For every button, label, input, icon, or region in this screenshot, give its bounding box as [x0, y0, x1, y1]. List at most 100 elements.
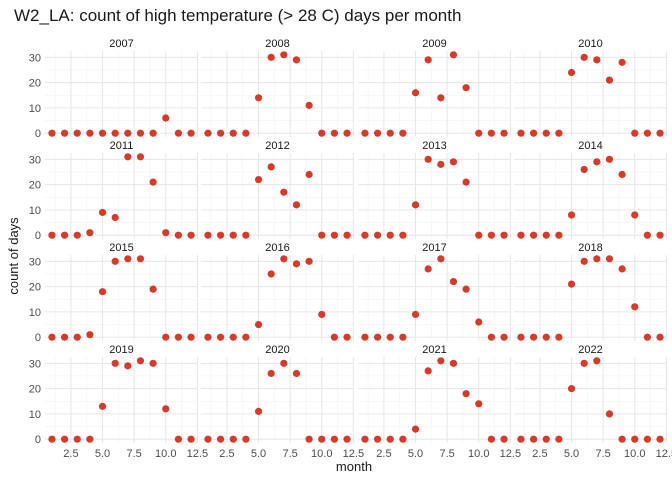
facet-strip-label: 2009 — [422, 38, 446, 50]
data-point — [343, 333, 351, 341]
facet-strip-label: 2020 — [265, 344, 289, 356]
data-point — [656, 333, 664, 341]
data-point — [229, 435, 237, 443]
data-point — [631, 303, 639, 311]
data-point — [500, 129, 508, 137]
facet-panel-2016: 2016 — [201, 242, 354, 341]
facet-strip-label: 2008 — [265, 38, 289, 50]
data-point — [618, 58, 626, 66]
data-point — [149, 359, 157, 367]
data-point — [229, 231, 237, 239]
data-point — [111, 257, 119, 265]
data-point — [124, 153, 132, 161]
facet-panel-2008: 2008 — [201, 38, 354, 137]
facet-strip-label: 2021 — [422, 344, 446, 356]
data-point — [242, 231, 250, 239]
data-point — [174, 129, 183, 137]
data-point — [361, 129, 369, 137]
data-point — [643, 129, 652, 137]
data-point — [149, 129, 157, 137]
y-tick-label: 0 — [35, 332, 41, 344]
x-tick-label: 10.0 — [468, 448, 489, 460]
data-point — [305, 257, 313, 265]
data-point — [330, 435, 339, 443]
data-point — [529, 435, 538, 443]
facet-panel-2019: 2019 0 10 20 30 — [29, 344, 198, 446]
data-point — [162, 405, 170, 413]
data-point — [555, 231, 563, 239]
data-point — [73, 231, 81, 239]
data-point — [386, 231, 394, 239]
x-tick-label: 2.5 — [63, 448, 78, 460]
data-point — [437, 357, 445, 365]
facet-strip-label: 2019 — [109, 344, 133, 356]
facet-panel-2010: 2010 — [514, 38, 667, 137]
x-tick-label: 7.5 — [439, 448, 454, 460]
facet-panel-2011: 2011 0 10 20 30 — [29, 140, 198, 242]
data-point — [542, 435, 550, 443]
data-point — [204, 333, 212, 341]
y-tick-label: 10 — [29, 409, 41, 421]
data-point — [631, 211, 639, 219]
data-point — [124, 255, 132, 263]
data-point — [580, 359, 588, 367]
data-point — [517, 435, 525, 443]
data-point — [605, 255, 614, 263]
data-point — [73, 333, 81, 341]
data-point — [98, 129, 107, 137]
x-tick-label: 7.5 — [126, 448, 141, 460]
y-tick-label: 20 — [29, 384, 41, 396]
data-point — [136, 357, 145, 365]
data-point — [73, 435, 81, 443]
facet-strip-label: 2015 — [109, 242, 133, 254]
data-point — [98, 208, 107, 217]
y-tick-label: 10 — [29, 103, 41, 115]
data-point — [593, 357, 601, 365]
data-point — [204, 435, 212, 443]
data-point — [216, 333, 225, 341]
data-point — [330, 333, 339, 341]
data-point — [280, 255, 288, 263]
data-point — [124, 129, 132, 137]
data-point — [529, 333, 538, 341]
data-point — [462, 84, 470, 92]
data-point — [449, 158, 458, 166]
x-tick-label: 7.5 — [595, 448, 610, 460]
y-tick-label: 20 — [29, 180, 41, 192]
x-tick-label: 10.0 — [155, 448, 176, 460]
facet-panel-2007: 2007 0 10 20 30 — [29, 38, 198, 140]
data-point — [149, 285, 157, 293]
data-point — [136, 153, 145, 161]
facet-panel-2014: 2014 — [514, 140, 667, 239]
data-point — [399, 435, 407, 443]
y-tick-label: 10 — [29, 205, 41, 217]
facet-panel-2022: 2022 — [514, 344, 667, 443]
data-point — [373, 129, 382, 137]
data-point — [424, 367, 432, 375]
data-point — [386, 129, 394, 137]
data-point — [542, 333, 550, 341]
data-point — [267, 369, 275, 378]
data-point — [48, 333, 56, 341]
data-point — [216, 435, 225, 443]
y-tick-label: 0 — [35, 128, 41, 140]
data-point — [305, 101, 313, 109]
data-point — [449, 277, 458, 286]
x-axis: 2.5 5.0 7.5 10.0 12.5 2.5 5.0 7.5 10.0 12.5 2.5 5.0… — [63, 448, 672, 460]
data-point — [174, 231, 183, 239]
data-point — [60, 435, 69, 443]
data-point — [555, 435, 563, 443]
facet-strip-label: 2014 — [578, 140, 602, 152]
data-point — [542, 231, 550, 239]
data-point — [330, 231, 339, 239]
data-point — [280, 359, 288, 367]
y-tick-label: 20 — [29, 282, 41, 294]
data-point — [373, 333, 382, 341]
data-point — [292, 260, 301, 268]
data-point — [424, 155, 432, 163]
data-point — [187, 231, 195, 239]
x-tick-label: 12.5 — [500, 448, 521, 460]
data-point — [136, 129, 145, 137]
data-point — [292, 369, 301, 378]
